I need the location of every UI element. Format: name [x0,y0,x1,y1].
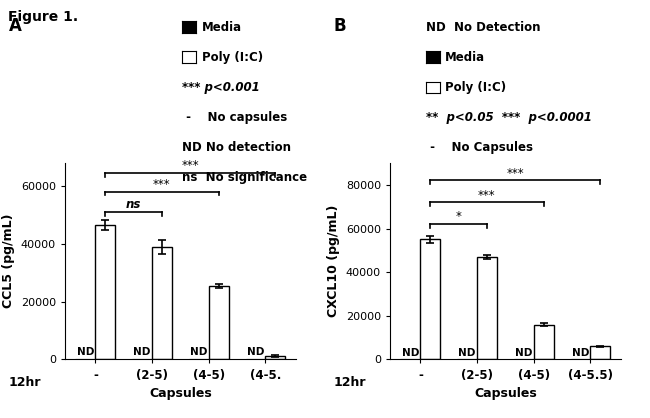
Bar [209,286,229,359]
Text: ***: *** [506,167,524,180]
Text: Figure 1.: Figure 1. [8,10,79,24]
Text: -    No capsules: - No capsules [182,111,287,124]
Text: ND No detection: ND No detection [182,141,291,154]
Text: ND: ND [458,348,476,358]
Text: Poly (I:C): Poly (I:C) [202,51,263,64]
Text: **  p<0.05  ***  p<0.0001: ** p<0.05 *** p<0.0001 [426,111,592,124]
X-axis label: Capsules: Capsules [149,387,212,400]
Text: Media: Media [202,20,242,34]
Text: A: A [8,17,21,35]
Bar [477,257,497,359]
Text: ND: ND [190,347,207,357]
Text: ns  No significance: ns No significance [182,171,307,184]
Text: B: B [333,17,346,35]
Text: 12hr: 12hr [8,376,41,389]
Text: ND: ND [77,347,94,357]
Bar [265,356,285,359]
Bar [421,240,440,359]
Text: ND: ND [247,347,264,357]
Y-axis label: CXCL10 (pg/mL): CXCL10 (pg/mL) [328,205,341,317]
Text: ns: ns [126,199,141,212]
Text: ***: *** [181,159,199,172]
Text: ***: *** [153,178,171,191]
Text: ND: ND [133,347,151,357]
Text: ND: ND [402,348,419,358]
Text: ND  No Detection: ND No Detection [426,20,540,34]
Text: -    No Capsules: - No Capsules [426,141,533,154]
Bar [534,324,554,359]
Y-axis label: CCL5 (pg/mL): CCL5 (pg/mL) [3,214,16,308]
Text: Media: Media [445,51,486,64]
Text: ND: ND [572,348,589,358]
Text: *: * [456,210,462,224]
Bar [590,347,610,359]
X-axis label: Capsules: Capsules [474,387,537,400]
Text: *** p<0.001: *** p<0.001 [182,81,260,94]
Text: Poly (I:C): Poly (I:C) [445,81,506,94]
Text: ***: *** [478,189,496,201]
Text: ND: ND [515,348,532,358]
Text: 12hr: 12hr [333,376,366,389]
Bar [152,247,172,359]
Bar [96,225,115,359]
